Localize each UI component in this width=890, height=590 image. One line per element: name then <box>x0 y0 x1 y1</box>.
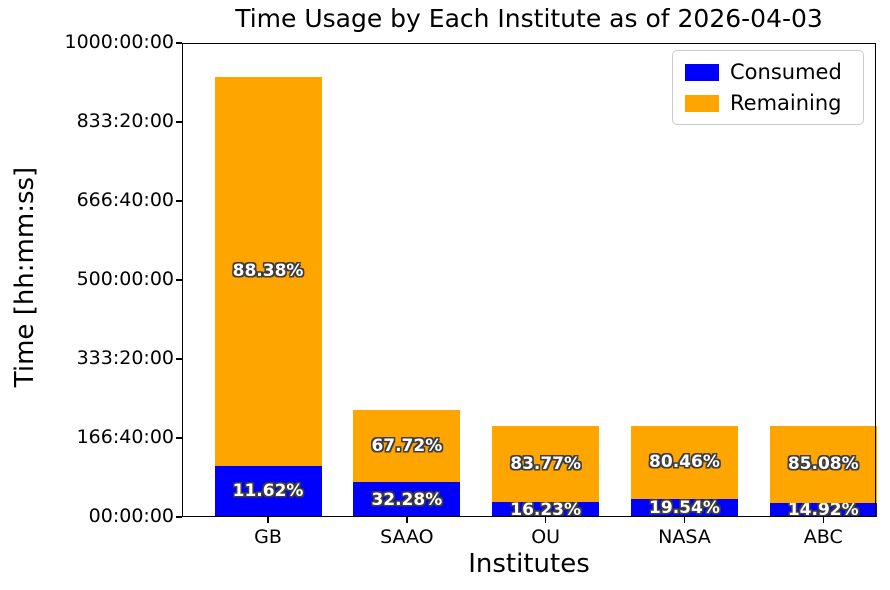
x-tick-mark <box>267 517 269 523</box>
x-tick-label: OU <box>531 526 561 548</box>
y-tick-label: 00:00:00 <box>88 505 174 527</box>
x-tick-label: ABC <box>803 526 843 548</box>
bar-label-consumed-NASA: 19.54% <box>649 498 720 519</box>
x-tick-mark <box>544 517 547 523</box>
y-tick-label: 666:40:00 <box>76 189 174 211</box>
legend: Consumed Remaining <box>672 50 864 125</box>
x-tick-mark <box>683 517 686 523</box>
y-tick-label: 500:00:00 <box>76 268 174 290</box>
bar-segment-consumed-OU: 16.23% <box>492 499 600 520</box>
x-axis-label: Institutes <box>468 549 590 579</box>
bar-label-consumed-ABC: 14.92% <box>787 500 859 521</box>
legend-swatch-remaining <box>685 94 719 112</box>
bar-segment-consumed-NASA: 19.54% <box>630 498 738 519</box>
legend-label-remaining: Remaining <box>730 91 842 115</box>
bar-segment-remaining-ABC: 85.08% <box>769 425 877 504</box>
legend-label-consumed: Consumed <box>730 60 842 84</box>
bar-label-remaining-SAAO: 67.72% <box>371 436 443 457</box>
bar-segment-consumed-SAAO: 32.28% <box>353 482 461 517</box>
y-tick-mark <box>176 200 182 202</box>
x-tick-label: GB <box>254 526 282 548</box>
bar-segment-remaining-SAAO: 67.72% <box>353 409 461 483</box>
bar-label-remaining-ABC: 85.08% <box>787 454 859 475</box>
y-tick-mark <box>176 516 182 518</box>
y-tick-label: 1000:00:00 <box>64 31 174 53</box>
y-tick-label: 333:20:00 <box>76 347 174 369</box>
bar-segment-consumed-GB: 11.62% <box>214 465 322 517</box>
bar-segment-consumed-ABC: 14.92% <box>769 500 877 521</box>
y-tick-mark <box>176 437 182 439</box>
bar-label-consumed-GB: 11.62% <box>232 481 304 502</box>
x-tick-label: NASA <box>658 526 711 548</box>
bar-segment-remaining-OU: 83.77% <box>492 425 600 503</box>
x-tick-mark <box>406 517 408 523</box>
y-tick-mark <box>176 358 182 360</box>
legend-entry-remaining: Remaining <box>685 91 851 115</box>
y-tick-label: 166:40:00 <box>76 426 174 448</box>
bar-label-remaining-NASA: 80.46% <box>649 452 720 473</box>
legend-swatch-consumed <box>685 63 719 81</box>
chart-title: Time Usage by Each Institute as of 2026-… <box>235 4 823 33</box>
y-tick-label: 833:20:00 <box>76 110 174 132</box>
legend-entry-consumed: Consumed <box>685 60 851 84</box>
bar-segment-remaining-GB: 88.38% <box>214 76 322 466</box>
y-tick-mark <box>176 121 182 123</box>
y-tick-mark <box>176 279 182 281</box>
bar-label-remaining-OU: 83.77% <box>510 453 582 474</box>
bar-label-remaining-GB: 88.38% <box>232 261 304 282</box>
x-tick-label: SAAO <box>380 526 434 548</box>
bar-label-consumed-SAAO: 32.28% <box>371 489 443 510</box>
bar-label-consumed-OU: 16.23% <box>510 499 582 520</box>
bar-segment-remaining-NASA: 80.46% <box>630 425 738 500</box>
x-tick-mark <box>822 517 824 523</box>
y-tick-mark <box>176 42 182 44</box>
